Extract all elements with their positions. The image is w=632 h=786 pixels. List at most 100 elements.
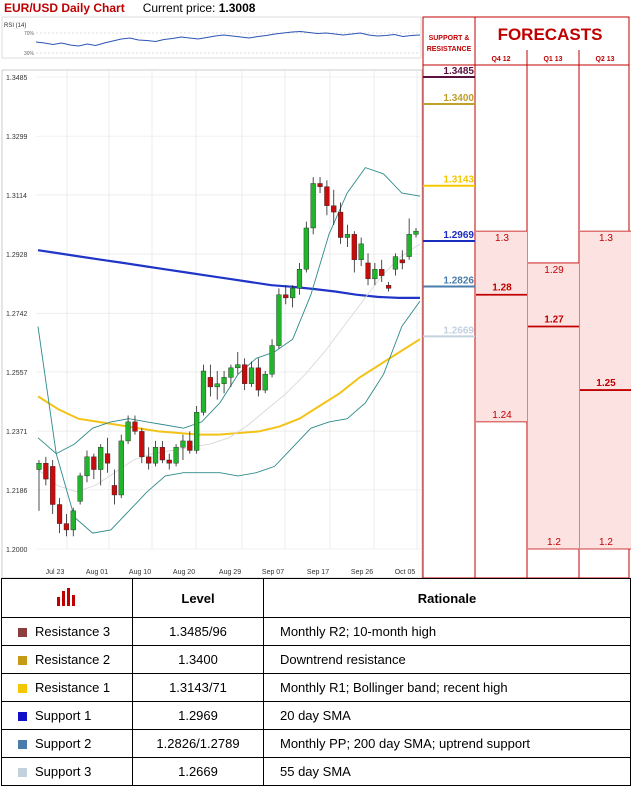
candle: [290, 285, 296, 308]
candle: [132, 415, 138, 435]
candle: [159, 440, 165, 464]
table-header-row: Level Rationale: [1, 578, 631, 618]
x-tick-label: Oct 05: [395, 569, 416, 576]
overlay-sma55: [37, 338, 421, 436]
candle: [77, 472, 83, 505]
x-axis-labels: Jul 23 Aug 01 Aug 10 Aug 20 Aug 29 Sep 07 Sep …: [46, 569, 416, 576]
y-tick-label: 1.2742: [6, 311, 28, 318]
candle: [221, 371, 227, 394]
x-tick-label: Sep 07: [262, 569, 284, 576]
candle: [91, 453, 97, 480]
candle: [125, 415, 131, 445]
candle-body: [379, 269, 385, 276]
candle-body: [125, 421, 131, 442]
levels-table: Level Rationale Resistance 3 1.3485/96 Mon…: [1, 578, 631, 786]
candle: [372, 262, 378, 286]
candle-body: [235, 364, 241, 369]
candle-body: [413, 230, 419, 235]
support-resistance-levels: 1.3485 1.3400 1.3143 1.2969 1.2826 1.2669: [423, 66, 475, 338]
candle-body: [200, 370, 207, 413]
candle-body: [290, 288, 296, 299]
candle-body: [139, 431, 145, 458]
candle: [338, 202, 344, 244]
level-value: 1.2969: [132, 701, 264, 730]
candle-body: [317, 183, 323, 187]
level-label: 1.3143: [443, 175, 474, 186]
level-value: 1.3400: [132, 645, 264, 674]
candle-body: [98, 447, 104, 470]
level-value: 1.2826/1.2789: [132, 729, 264, 758]
rsi-label: RSI (14): [4, 23, 26, 29]
candle-body: [344, 234, 351, 238]
indicator-lines: [37, 167, 421, 534]
y-tick-label: 1.2371: [6, 429, 28, 436]
overlay-sma20: [37, 243, 421, 493]
forecast-high-label: 1.3: [495, 233, 509, 244]
candle: [324, 180, 330, 216]
table-row: Resistance 3 1.3485/96 Monthly R2; 10-mont…: [1, 617, 631, 646]
candle-body: [358, 243, 364, 260]
level-value: 1.3143/71: [132, 673, 264, 702]
candle-body: [77, 475, 83, 502]
level-label: 1.2669: [443, 325, 474, 336]
table-row: Support 2 1.2826/1.2789 Monthly PP; 200 da…: [1, 729, 631, 758]
color-swatch: [18, 684, 27, 693]
candle: [317, 177, 323, 194]
forecast-mid-label: 1.27: [544, 315, 564, 326]
candle-body: [242, 364, 248, 384]
candle-body: [91, 456, 97, 470]
price-value: 1.3008: [218, 1, 256, 15]
candle-body: [331, 205, 337, 213]
forecast-low-label: 1.24: [492, 410, 512, 421]
forecast-low-label: 1.2: [599, 537, 613, 548]
x-tick-label: Jul 23: [46, 569, 65, 576]
candle-body: [283, 294, 289, 299]
candle-body: [392, 256, 399, 270]
level-name: Resistance 3: [35, 624, 111, 639]
level-header: Level: [132, 578, 264, 618]
table-row: Resistance 2 1.3400 Downtrend resistance: [1, 645, 631, 674]
candle-body: [111, 485, 118, 496]
forecast-column-label: Q2 13: [595, 56, 614, 63]
forecast-high-label: 1.3: [599, 233, 613, 244]
candle: [358, 237, 364, 267]
level-name: Resistance 2: [35, 652, 111, 667]
candle-body: [406, 234, 412, 257]
candle-body: [214, 383, 220, 388]
candle-body: [159, 447, 165, 461]
candle-body: [310, 183, 316, 229]
candle: [310, 177, 316, 235]
color-swatch: [18, 628, 27, 637]
candle-body: [63, 523, 70, 531]
level-label: 1.2826: [443, 275, 474, 286]
level-label: 1.2969: [443, 230, 474, 241]
candle: [269, 339, 275, 378]
candle: [180, 434, 186, 461]
rsi-line: [35, 30, 421, 47]
candle-body: [296, 269, 303, 289]
rsi-tick-bottom: 30%: [24, 51, 35, 57]
color-swatch: [18, 656, 27, 665]
overlay-bb_lower: [37, 300, 421, 534]
candle-body: [104, 453, 111, 464]
candle: [235, 351, 241, 375]
candle: [344, 224, 351, 248]
candle: [84, 450, 90, 483]
forecast-columns: Q4 12 Q1 13 Q2 13: [491, 56, 614, 63]
candle-body: [187, 440, 193, 451]
level-name: Support 1: [35, 708, 92, 723]
table-row: Support 3 1.2669 55 day SMA: [1, 757, 631, 786]
candle: [399, 250, 405, 270]
candle: [406, 218, 412, 260]
candle-body: [269, 345, 275, 375]
plot-frame: [1, 69, 423, 578]
candle: [43, 456, 49, 486]
level-name-cell: Resistance 2: [1, 645, 133, 674]
candle-body: [50, 466, 56, 505]
candle-body: [248, 367, 255, 384]
rsi-panel: RSI (14) 70% 30%: [1, 16, 422, 59]
candle: [118, 434, 124, 499]
candle: [173, 444, 179, 467]
level-rationale: Downtrend resistance: [263, 645, 631, 674]
y-axis-labels: 1.3485 1.3299 1.3114 1.2928 1.2742 1.2557 1.23…: [6, 75, 28, 554]
